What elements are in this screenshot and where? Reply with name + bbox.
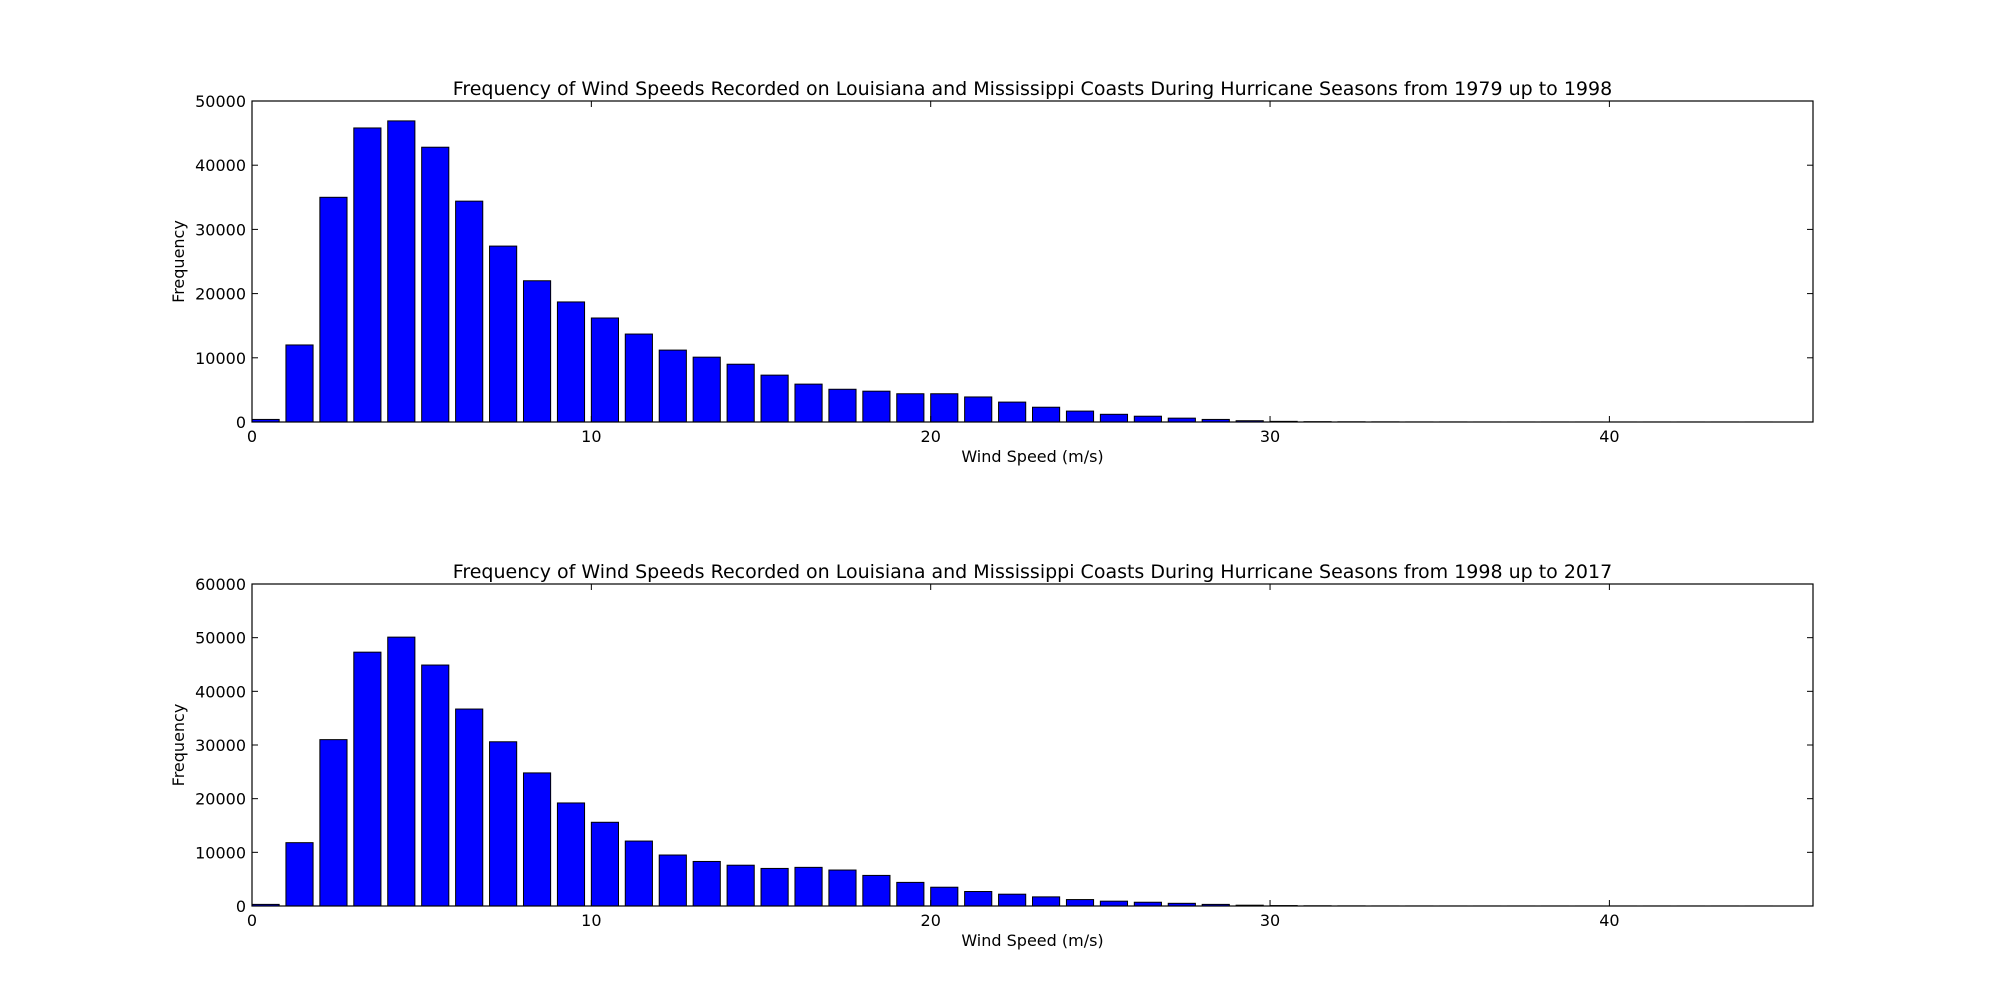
plot-frame [252, 584, 1813, 906]
histogram-bar [1100, 414, 1127, 422]
histogram-bar [761, 375, 788, 422]
chart-panel-1: 0 10 20 30 40 0 10000 20000 30000 40000 50000 Frequ… [169, 78, 1813, 466]
y-tick-label: 10000 [195, 349, 246, 368]
histogram-bar [591, 822, 618, 906]
y-tick-label: 20000 [195, 790, 246, 809]
chart-title: Frequency of Wind Speeds Recorded on Lou… [453, 78, 1612, 100]
x-axis-label: Wind Speed (m/s) [961, 447, 1103, 466]
histogram-bar [625, 841, 652, 906]
x-tick-label: 40 [1599, 427, 1619, 446]
y-tick-label: 50000 [195, 92, 246, 111]
histogram-bar [286, 843, 313, 906]
histogram-bar [490, 246, 517, 422]
histogram-bar [863, 875, 890, 906]
histogram-bar [286, 345, 313, 422]
histogram-bar [422, 147, 449, 422]
histogram-bar [795, 867, 822, 906]
histogram-bar [456, 201, 483, 422]
x-tick-label: 0 [247, 427, 257, 446]
histogram-bar [795, 384, 822, 422]
histogram-bar [693, 357, 720, 422]
x-tick-label: 30 [1260, 427, 1280, 446]
histogram-bar [320, 197, 347, 422]
y-tick-label: 0 [236, 897, 246, 916]
histogram-bar [659, 350, 686, 422]
histogram-bar [1066, 900, 1093, 906]
histogram-bar [727, 364, 754, 422]
chart-panel-2: 0 10 20 30 40 0 10000 20000 30000 40000 50000 60000… [169, 561, 1813, 950]
histogram-bar [1134, 416, 1161, 422]
x-tick-label: 30 [1260, 911, 1280, 930]
x-tick-label: 40 [1599, 911, 1619, 930]
histogram-bar [999, 402, 1026, 422]
y-axis-label: Frequency [169, 704, 188, 787]
histogram-bar [523, 773, 550, 906]
histogram-bar [625, 334, 652, 422]
histogram-bar [897, 394, 924, 422]
histogram-bar [490, 742, 517, 906]
histogram-bar [727, 865, 754, 906]
y-axis-label: Frequency [169, 220, 188, 303]
histogram-bar [965, 397, 992, 422]
y-tick-label: 50000 [195, 629, 246, 648]
histogram-bar [1066, 411, 1093, 422]
histogram-bar [863, 391, 890, 422]
y-tick-label: 40000 [195, 682, 246, 701]
y-tick-label: 10000 [195, 843, 246, 862]
x-axis-label: Wind Speed (m/s) [961, 931, 1103, 950]
chart-title: Frequency of Wind Speeds Recorded on Lou… [453, 561, 1612, 583]
histogram-bar [897, 882, 924, 906]
plot-frame [252, 101, 1813, 422]
histogram-bar [1100, 901, 1127, 906]
histogram-bar [591, 318, 618, 422]
y-tick-label: 30000 [195, 220, 246, 239]
y-tick-label: 60000 [195, 575, 246, 594]
histogram-bar [761, 868, 788, 906]
histogram-bar [388, 637, 415, 906]
histogram-bar [354, 128, 381, 422]
histogram-bar [931, 394, 958, 422]
y-tick-label: 30000 [195, 736, 246, 755]
x-tick-label: 10 [581, 427, 601, 446]
histogram-bar [1033, 407, 1060, 422]
y-tick-label: 20000 [195, 285, 246, 304]
x-tick-label: 20 [921, 427, 941, 446]
histogram-bar [829, 389, 856, 422]
histogram-bar [557, 803, 584, 906]
histogram-bar [1033, 897, 1060, 906]
histogram-bar [422, 665, 449, 906]
x-tick-label: 10 [581, 911, 601, 930]
histogram-bar [693, 861, 720, 906]
histogram-bar [965, 892, 992, 906]
histogram-bar [354, 652, 381, 906]
histogram-bar [999, 894, 1026, 906]
histogram-bar [931, 887, 958, 906]
x-tick-label: 20 [921, 911, 941, 930]
histogram-bar [320, 740, 347, 906]
y-tick-label: 0 [236, 413, 246, 432]
x-tick-label: 0 [247, 911, 257, 930]
histogram-bar [523, 281, 550, 422]
y-tick-label: 40000 [195, 156, 246, 175]
histogram-bar [456, 709, 483, 906]
histogram-bar [659, 855, 686, 906]
histogram-bar [557, 302, 584, 422]
histogram-bar [829, 870, 856, 906]
histogram-bar [388, 121, 415, 422]
